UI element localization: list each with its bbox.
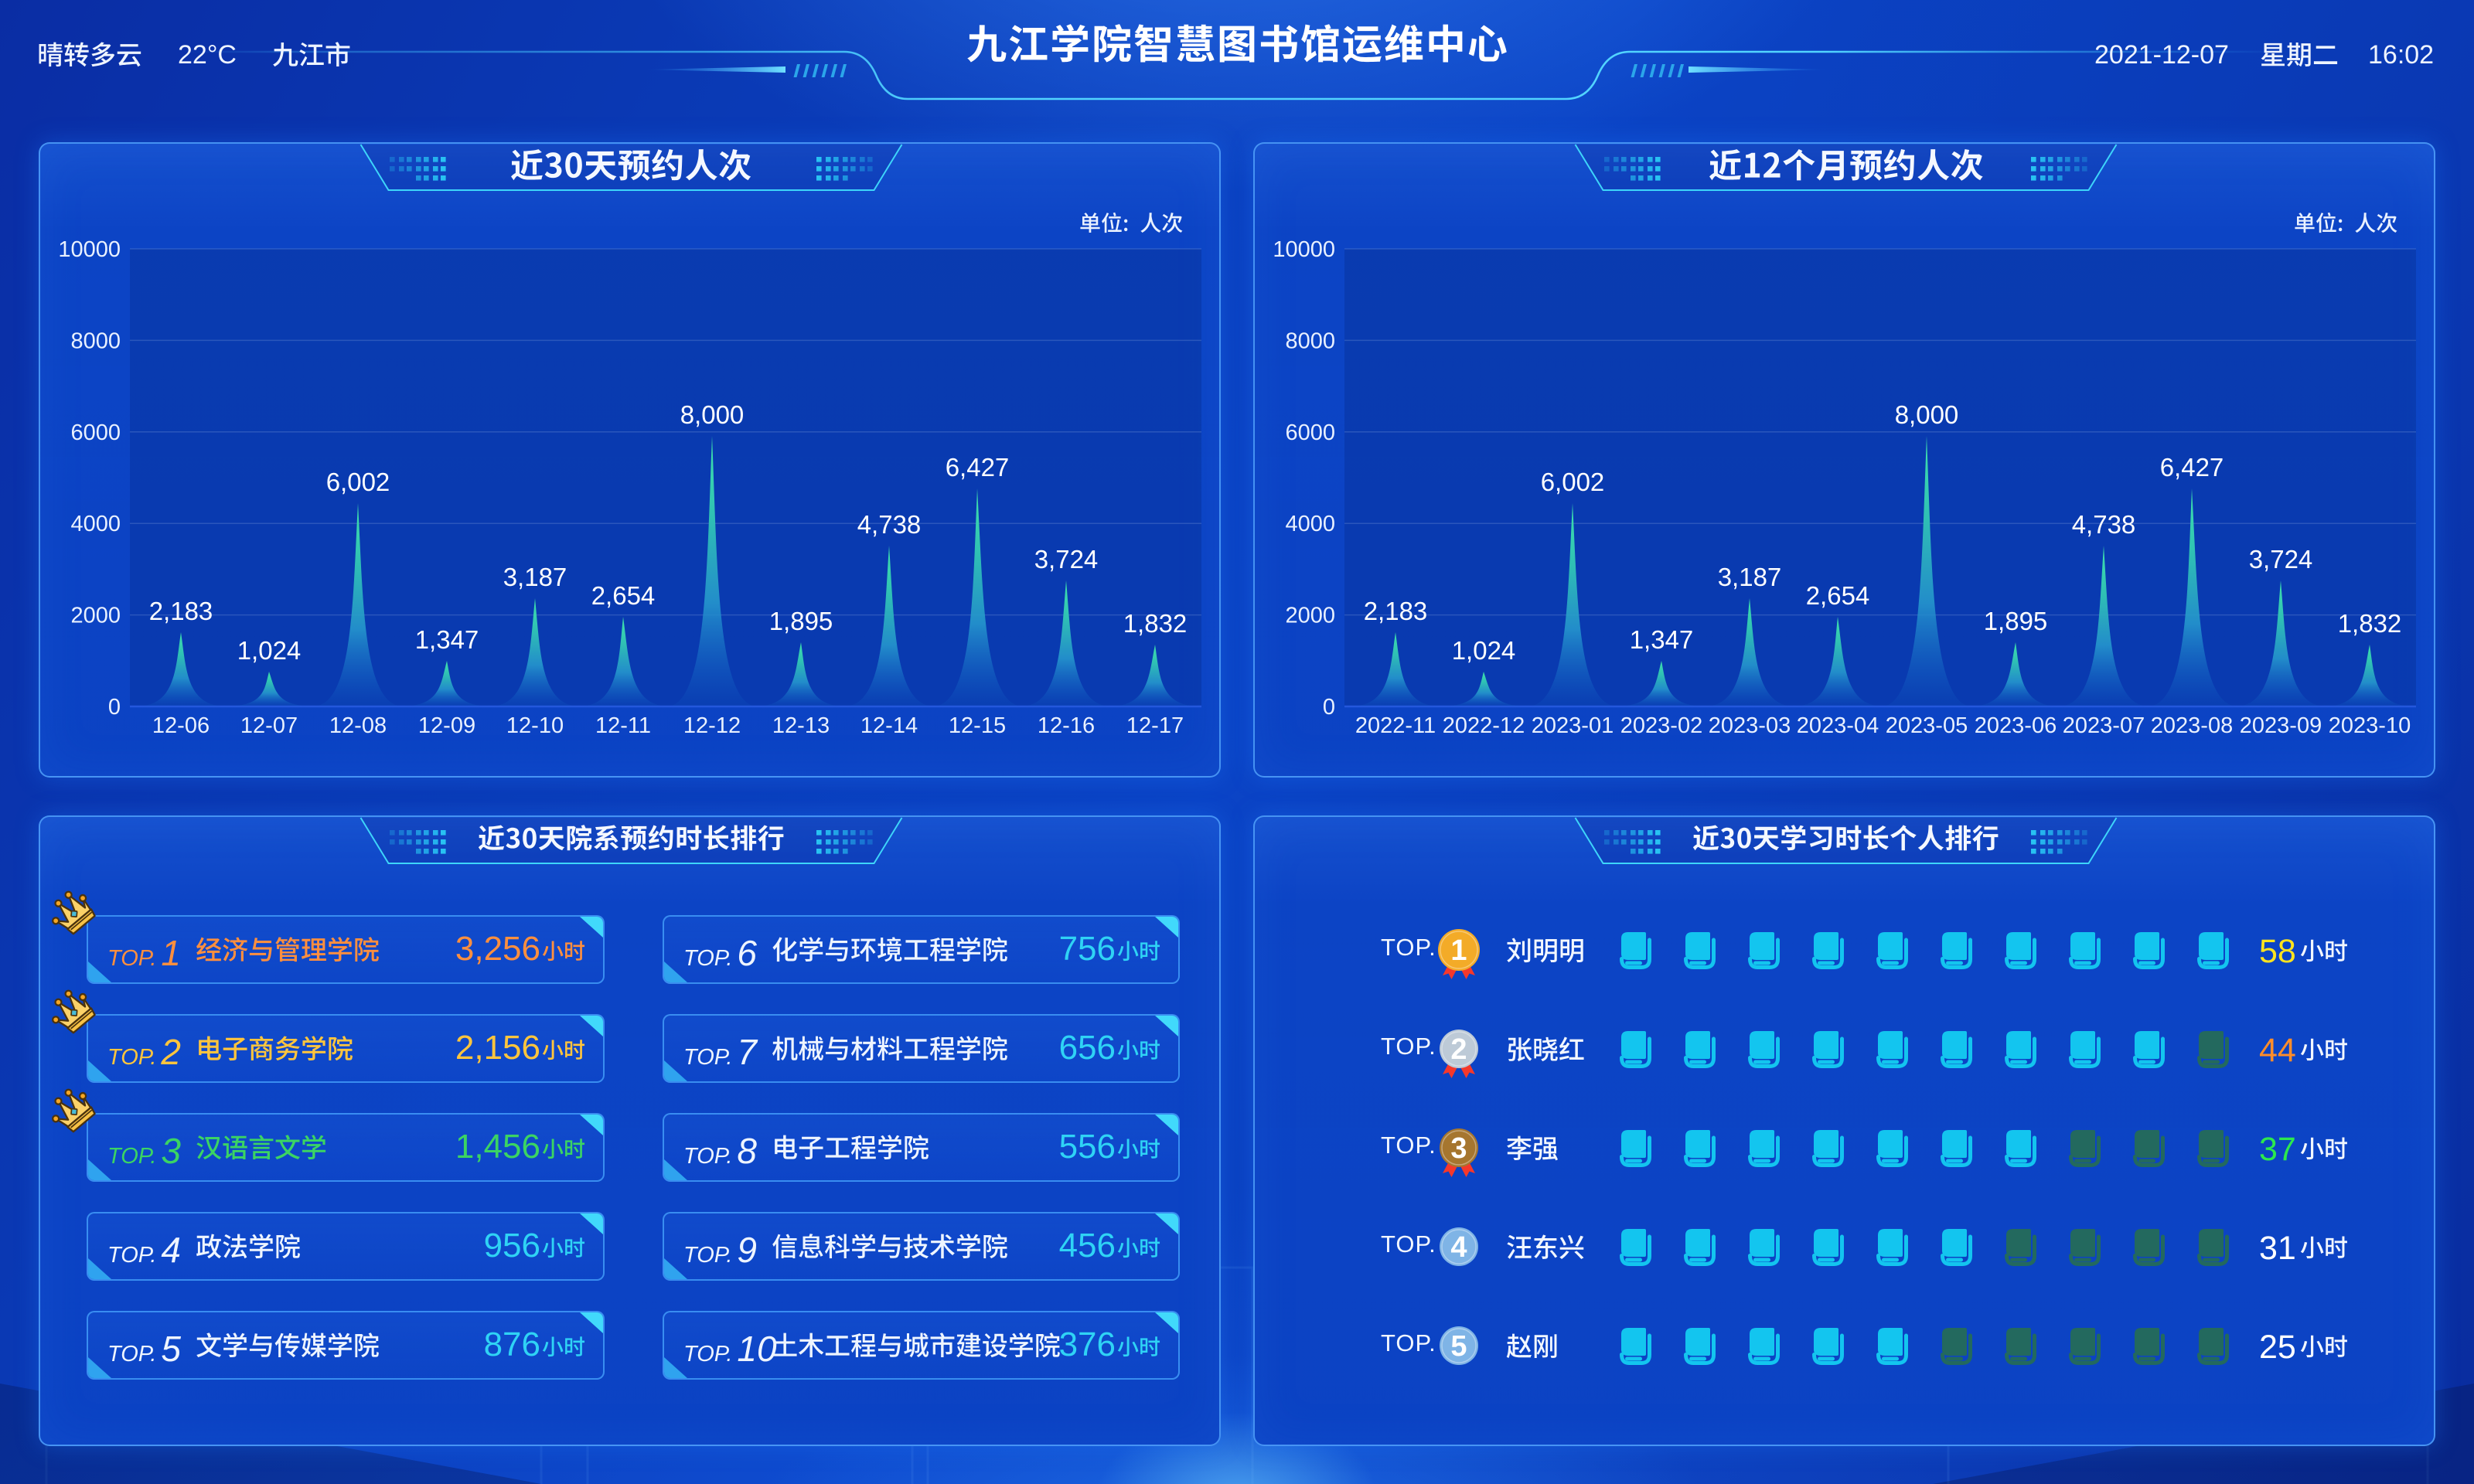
svg-text:8,000: 8,000 [680,400,745,429]
svg-text:6000: 6000 [70,420,121,445]
svg-text:2023-06: 2023-06 [1975,713,2057,738]
svg-text:1,347: 1,347 [1630,625,1694,654]
svg-text:1,895: 1,895 [769,607,833,635]
svg-text:37: 37 [2259,1131,2296,1168]
svg-text:4000: 4000 [1285,512,1335,536]
svg-text:2023-03: 2023-03 [1709,713,1791,738]
svg-text:2,183: 2,183 [149,597,213,625]
svg-text:0: 0 [108,695,121,720]
svg-text:2,183: 2,183 [1364,597,1428,625]
svg-text:8000: 8000 [1285,328,1335,353]
svg-text:6,002: 6,002 [1541,468,1605,496]
svg-text:4,738: 4,738 [857,510,922,539]
svg-text:3,724: 3,724 [2249,545,2313,574]
svg-text:2,654: 2,654 [1806,581,1870,610]
svg-text:4: 4 [1450,1231,1467,1264]
svg-text:6,002: 6,002 [326,468,390,496]
svg-text:2000: 2000 [1285,604,1335,628]
svg-text:5: 5 [1450,1330,1467,1363]
svg-text:2022-12: 2022-12 [1443,713,1525,738]
svg-text:6,427: 6,427 [946,453,1010,482]
svg-text:2023-10: 2023-10 [2329,713,2411,738]
svg-text:2023-07: 2023-07 [2063,713,2145,738]
svg-text:44: 44 [2259,1032,2296,1069]
svg-text:8000: 8000 [70,328,121,353]
svg-text:12-07: 12-07 [240,713,298,738]
svg-text:12-16: 12-16 [1038,713,1095,738]
svg-text:10000: 10000 [58,237,121,262]
svg-text:3,724: 3,724 [1034,545,1099,574]
svg-text:12-15: 12-15 [949,713,1006,738]
svg-text:31: 31 [2259,1230,2296,1267]
svg-text:1,832: 1,832 [1123,609,1188,638]
svg-text:8,000: 8,000 [1895,400,1959,429]
svg-text:58: 58 [2259,933,2296,970]
svg-text:12-10: 12-10 [506,713,564,738]
svg-text:2023-08: 2023-08 [2151,713,2233,738]
svg-text:12-06: 12-06 [152,713,210,738]
svg-text:3,187: 3,187 [1718,563,1782,591]
svg-text:10000: 10000 [1273,237,1335,262]
svg-text:3: 3 [1450,1132,1467,1165]
svg-text:4,738: 4,738 [2072,510,2136,539]
svg-text:6,427: 6,427 [2160,453,2224,482]
svg-text:2: 2 [1450,1033,1467,1066]
svg-text:1,895: 1,895 [1984,607,2048,635]
svg-text:2023-02: 2023-02 [1620,713,1702,738]
svg-text:2023-05: 2023-05 [1886,713,1968,738]
svg-text:2023-09: 2023-09 [2240,713,2322,738]
svg-text:12-09: 12-09 [418,713,475,738]
svg-text:12-08: 12-08 [329,713,387,738]
svg-text:1,024: 1,024 [1452,636,1516,665]
svg-text:12-12: 12-12 [683,713,741,738]
svg-text:12-14: 12-14 [860,713,918,738]
svg-text:12-11: 12-11 [595,713,651,738]
svg-text:25: 25 [2259,1329,2296,1366]
svg-text:2023-01: 2023-01 [1532,713,1614,738]
svg-text:1,024: 1,024 [237,636,302,665]
svg-text:12-13: 12-13 [772,713,830,738]
svg-text:2022-11: 2022-11 [1355,713,1436,738]
svg-text:4000: 4000 [70,512,121,536]
svg-text:2000: 2000 [70,604,121,628]
svg-text:1,832: 1,832 [2338,609,2402,638]
svg-text:0: 0 [1323,695,1335,720]
svg-text:3,187: 3,187 [503,563,567,591]
svg-text:6000: 6000 [1285,420,1335,445]
svg-text:1: 1 [1450,934,1467,967]
svg-text:2,654: 2,654 [591,581,656,610]
svg-text:1,347: 1,347 [415,625,479,654]
svg-text:12-17: 12-17 [1126,713,1184,738]
svg-text:2023-04: 2023-04 [1797,713,1879,738]
